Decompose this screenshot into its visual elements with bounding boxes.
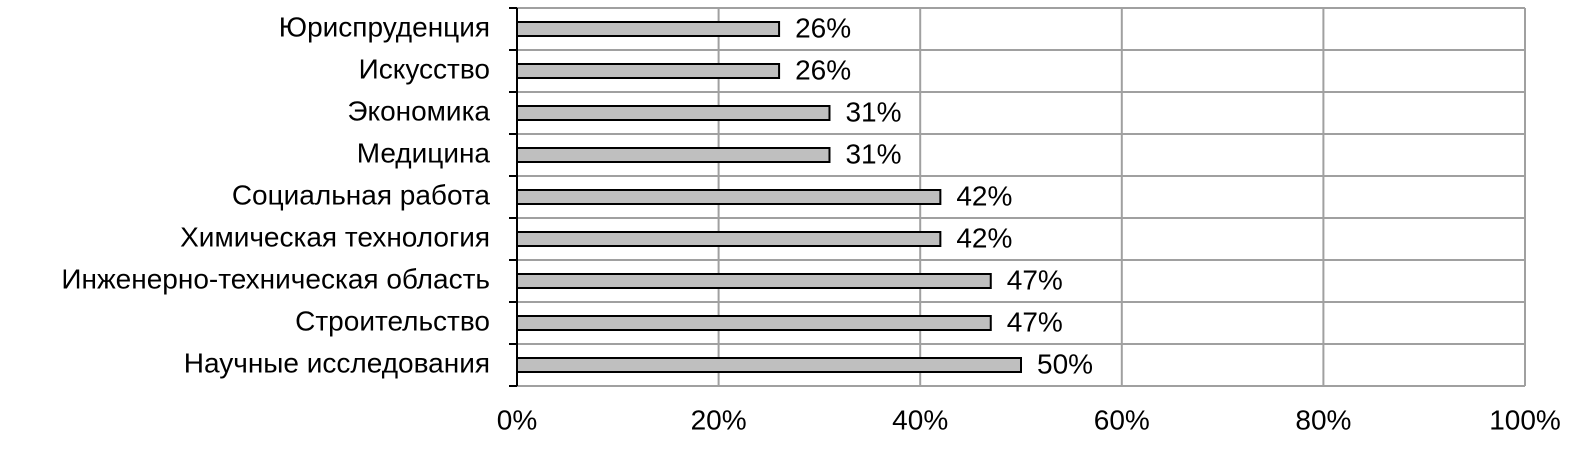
y-tick-label: Инженерно-техническая область (61, 263, 490, 294)
value-label: 47% (1007, 264, 1063, 295)
value-label: 26% (795, 12, 851, 43)
bar (516, 189, 942, 205)
bar (516, 21, 781, 37)
y-tick-label: Строительство (295, 305, 490, 336)
x-tick-label: 0% (497, 404, 537, 435)
y-tick-label: Юриспруденция (279, 11, 490, 42)
bar (516, 63, 781, 79)
y-tick-label: Научные исследования (184, 347, 490, 378)
value-label: 42% (956, 222, 1012, 253)
value-label: 31% (845, 138, 901, 169)
bar (516, 315, 992, 331)
value-label: 47% (1007, 306, 1063, 337)
x-tick-label: 100% (1489, 404, 1561, 435)
x-tick-label: 80% (1295, 404, 1351, 435)
value-label: 31% (845, 96, 901, 127)
value-label: 42% (956, 180, 1012, 211)
bar (516, 357, 1022, 373)
bar (516, 231, 942, 247)
y-tick-label: Искусство (359, 53, 490, 84)
bar (516, 147, 831, 163)
y-tick-label: Медицина (357, 137, 491, 168)
y-tick-label: Химическая технология (180, 221, 490, 252)
bar (516, 273, 992, 289)
value-label: 50% (1037, 348, 1093, 379)
x-tick-label: 20% (691, 404, 747, 435)
x-tick-label: 60% (1094, 404, 1150, 435)
x-tick-label: 40% (892, 404, 948, 435)
y-tick-label: Экономика (347, 95, 490, 126)
bar (516, 105, 831, 121)
value-label: 26% (795, 54, 851, 85)
y-tick-label: Социальная работа (232, 179, 491, 210)
